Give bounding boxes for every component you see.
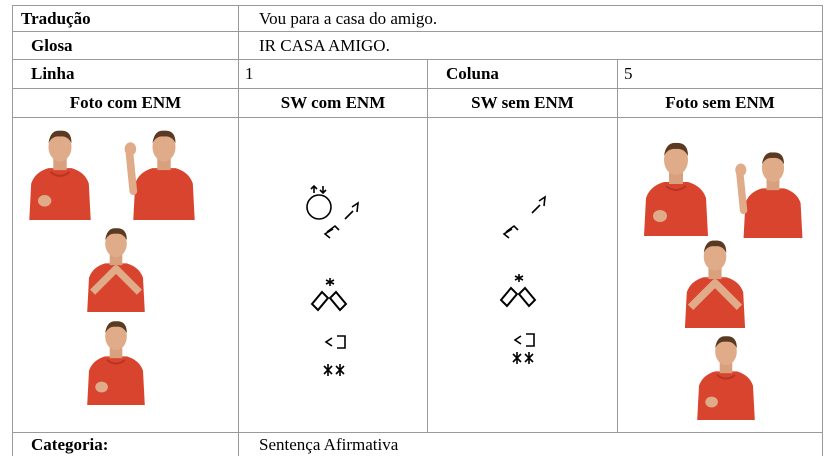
image-row xyxy=(12,117,824,433)
row-value: 1 xyxy=(238,59,428,89)
sign-table: Tradução Vou para a casa do amigo. Glosa… xyxy=(12,5,824,456)
column-header: Foto sem ENM xyxy=(616,88,824,118)
column-header: SW com ENM xyxy=(238,88,428,118)
gloss-value: IR CASA AMIGO. xyxy=(237,31,824,60)
position-row: Linha 1 Coluna 5 xyxy=(12,59,824,89)
column-label: Coluna xyxy=(427,59,618,89)
column-value: 5 xyxy=(616,59,824,89)
photo-cell xyxy=(12,117,239,433)
column-header: SW sem ENM xyxy=(427,88,618,118)
photo-cell xyxy=(616,117,824,433)
gloss-label: Glosa xyxy=(12,31,239,60)
row-label: Linha xyxy=(12,59,239,89)
column-header: Foto com ENM xyxy=(12,88,239,118)
category-row: Categoria: Sentença Afirmativa xyxy=(12,432,824,456)
translation-row: Tradução Vou para a casa do amigo. xyxy=(12,5,824,32)
gloss-row: Glosa IR CASA AMIGO. xyxy=(12,31,824,60)
category-label: Categoria: xyxy=(12,432,239,456)
translation-label: Tradução xyxy=(12,5,239,32)
translation-value: Vou para a casa do amigo. xyxy=(237,5,824,32)
signwriting-cell xyxy=(427,117,618,433)
signwriting-cell xyxy=(238,117,428,433)
category-value: Sentença Afirmativa xyxy=(237,432,824,456)
header-row: Foto com ENM SW com ENM SW sem ENM Foto … xyxy=(12,88,824,118)
